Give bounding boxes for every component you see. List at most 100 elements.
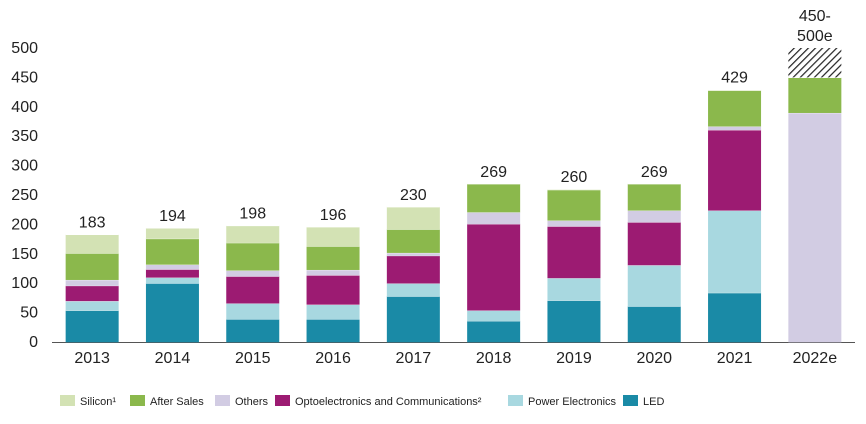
y-tick-label: 300 xyxy=(11,158,38,175)
bar-segment-led xyxy=(145,283,199,343)
bar-segment-led xyxy=(708,292,762,343)
legend-label: Power Electronics xyxy=(528,396,617,408)
bar-segment-power-electronics xyxy=(65,300,119,311)
bar-segment-others xyxy=(627,210,681,223)
x-tick-label: 2015 xyxy=(235,350,271,367)
bar-segment-optoelectronics-and-communications xyxy=(386,255,440,284)
bar-segment-after-sales xyxy=(467,183,521,213)
bar-segment-optoelectronics-and-communications xyxy=(306,274,360,305)
bar-total-label: 269 xyxy=(641,164,668,181)
bar-total-label: 198 xyxy=(239,206,266,223)
bar-segment-others xyxy=(306,269,360,276)
legend-label: After Sales xyxy=(150,396,204,408)
bar-segment-silicon xyxy=(386,206,440,230)
total-labels: 183 194 198 196 230 269 260 269 429 450-500e xyxy=(79,8,833,231)
bar-segment-after-sales xyxy=(65,253,119,280)
legend-swatch xyxy=(215,395,230,406)
x-tick-label: 2018 xyxy=(476,350,512,367)
x-tick-label: 2020 xyxy=(636,350,672,367)
bar-segment-after-sales xyxy=(386,229,440,253)
bar-segment-optoelectronics-and-communications xyxy=(226,276,280,304)
bar-segment-others xyxy=(226,270,280,277)
bar-segment-optoelectronics-and-communications xyxy=(627,222,681,266)
y-tick-label: 250 xyxy=(11,187,38,204)
bar-total-label: 194 xyxy=(159,208,186,225)
legend-label: Optoelectronics and Communications² xyxy=(295,396,482,408)
bar-segment-led xyxy=(65,310,119,343)
legend-swatch xyxy=(623,395,638,406)
y-tick-label: 150 xyxy=(11,246,38,263)
bar-segment-others xyxy=(708,126,762,131)
y-tick-label: 350 xyxy=(11,128,38,145)
bar-segment-after-sales xyxy=(306,246,360,270)
bar-segment-after-sales xyxy=(708,90,762,127)
bar-segment-led xyxy=(547,300,601,343)
bar-segment-power-electronics xyxy=(386,283,440,297)
x-tick-label: 2014 xyxy=(155,350,191,367)
bars xyxy=(65,48,842,343)
y-tick-label: 450 xyxy=(11,69,38,86)
bar-segment-power-electronics xyxy=(306,304,360,320)
x-tick-label: 2013 xyxy=(74,350,110,367)
bar-segment-optoelectronics-and-communications xyxy=(145,269,199,278)
y-tick-label: 100 xyxy=(11,275,38,292)
bar-segment-optoelectronics-and-communications xyxy=(467,223,521,311)
x-tick-label: 2019 xyxy=(556,350,592,367)
bar-segment-led xyxy=(627,306,681,343)
legend: Silicon¹ After Sales Others Optoelectronics… xyxy=(60,395,664,408)
bar-segment-others xyxy=(788,112,842,343)
axes: 0 50 100 150 200 250 300 350 400 450 500 2013 2014 20… xyxy=(11,40,855,367)
bar-total-label: 260 xyxy=(561,169,588,186)
bar-segment-after-sales xyxy=(788,77,842,113)
legend-swatch xyxy=(60,395,75,406)
bar-segment-power-electronics xyxy=(708,210,762,293)
bar-segment-optoelectronics-and-communications xyxy=(708,129,762,211)
legend-label: Silicon¹ xyxy=(80,396,116,408)
legend-label: LED xyxy=(643,396,664,408)
legend-label: Others xyxy=(235,396,269,408)
bar-segment-power-electronics xyxy=(467,310,521,322)
bar-segment-after-sales xyxy=(226,242,280,271)
bar-segment-others xyxy=(467,212,521,225)
bar-segment-power-electronics xyxy=(145,277,199,284)
bar-segment-led xyxy=(386,296,440,343)
bar-segment-silicon xyxy=(226,225,280,243)
bar-segment-others xyxy=(386,252,440,256)
y-tick-label: 50 xyxy=(20,305,38,322)
bar-total-label: 429 xyxy=(721,70,748,87)
y-tick-label: 500 xyxy=(11,40,38,57)
bar-segment-led xyxy=(306,319,360,343)
y-tick-label: 0 xyxy=(29,334,38,351)
bar-segment-power-electronics xyxy=(627,264,681,307)
bar-segment-optoelectronics-and-communications xyxy=(547,226,601,279)
legend-swatch xyxy=(275,395,290,406)
bar-segment-estimate-range xyxy=(788,48,842,78)
bar-total-label: 269 xyxy=(480,164,507,181)
bar-segment-after-sales xyxy=(547,189,601,221)
bar-segment-after-sales xyxy=(145,238,199,265)
bar-segment-power-electronics xyxy=(547,277,601,301)
bar-segment-silicon xyxy=(306,226,360,247)
bar-total-label: 183 xyxy=(79,214,106,231)
y-tick-label: 200 xyxy=(11,216,38,233)
bar-segment-others xyxy=(145,264,199,270)
legend-swatch xyxy=(508,395,523,406)
bar-total-label: 196 xyxy=(320,207,347,224)
x-tick-label: 2016 xyxy=(315,350,351,367)
bar-segment-power-electronics xyxy=(226,303,280,320)
bar-segment-silicon xyxy=(65,234,119,254)
bar-segment-after-sales xyxy=(627,183,681,211)
bar-segment-optoelectronics-and-communications xyxy=(65,285,119,302)
bar-segment-silicon xyxy=(145,227,199,239)
x-tick-label: 2021 xyxy=(717,350,753,367)
bar-total-label: 230 xyxy=(400,187,427,204)
x-tick-label: 2022e xyxy=(793,350,838,367)
legend-swatch xyxy=(130,395,145,406)
bar-segment-led xyxy=(467,320,521,343)
y-tick-label: 400 xyxy=(11,99,38,116)
x-tick-label: 2017 xyxy=(396,350,432,367)
bar-total-label: 450-500e xyxy=(797,8,833,45)
bar-segment-others xyxy=(547,220,601,227)
bar-segment-others xyxy=(65,279,119,286)
